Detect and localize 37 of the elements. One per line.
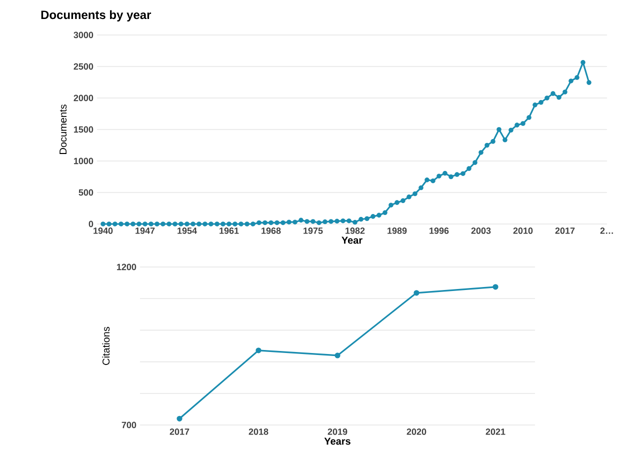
x-tick-label: 2017 xyxy=(170,428,190,435)
x-tick-label: 2021 xyxy=(486,428,506,435)
x-tick-label: 2020 xyxy=(406,428,426,435)
y-tick-label: 1500 xyxy=(74,126,94,133)
x-tick-label: 1947 xyxy=(136,228,155,234)
x-tick-label: 2017 xyxy=(555,228,575,234)
x-tick-label: 2010 xyxy=(513,228,533,234)
y-tick-label: 1000 xyxy=(74,158,94,164)
y-axis-title: Citations xyxy=(102,326,110,365)
point xyxy=(176,416,182,422)
x-tick-label: 1975 xyxy=(304,228,323,234)
y-tick-label: 1200 xyxy=(117,264,136,270)
x-tick-label: 1989 xyxy=(388,228,407,234)
y-tick-label: 700 xyxy=(122,422,136,428)
point xyxy=(334,352,340,358)
x-tick-label: 2… xyxy=(600,228,613,234)
point xyxy=(414,290,420,296)
y-tick-label: 500 xyxy=(78,189,94,196)
x-tick-label: 2018 xyxy=(248,428,268,435)
point xyxy=(256,348,262,354)
y-tick-label: 2500 xyxy=(74,63,94,70)
x-tick-label: 1961 xyxy=(220,228,239,234)
y-axis-title: Documents xyxy=(60,104,67,154)
x-tick-label: 1968 xyxy=(262,228,281,234)
x-axis-title: Years xyxy=(324,438,350,445)
x-tick-label: 2019 xyxy=(328,428,348,435)
x-tick-label: 1954 xyxy=(178,228,197,234)
y-tick-label: 2000 xyxy=(74,94,94,102)
chart-title: Documents by year xyxy=(41,10,152,22)
y-tick-label: 0 xyxy=(88,220,94,228)
x-tick-label: 1940 xyxy=(94,228,113,234)
x-tick-label: 2003 xyxy=(471,228,491,234)
x-tick-label: 1996 xyxy=(430,228,449,234)
x-tick-label: 1982 xyxy=(346,228,365,234)
x-axis-title: Year xyxy=(342,236,362,244)
y-tick-label: 3000 xyxy=(74,32,94,38)
point xyxy=(492,284,498,290)
